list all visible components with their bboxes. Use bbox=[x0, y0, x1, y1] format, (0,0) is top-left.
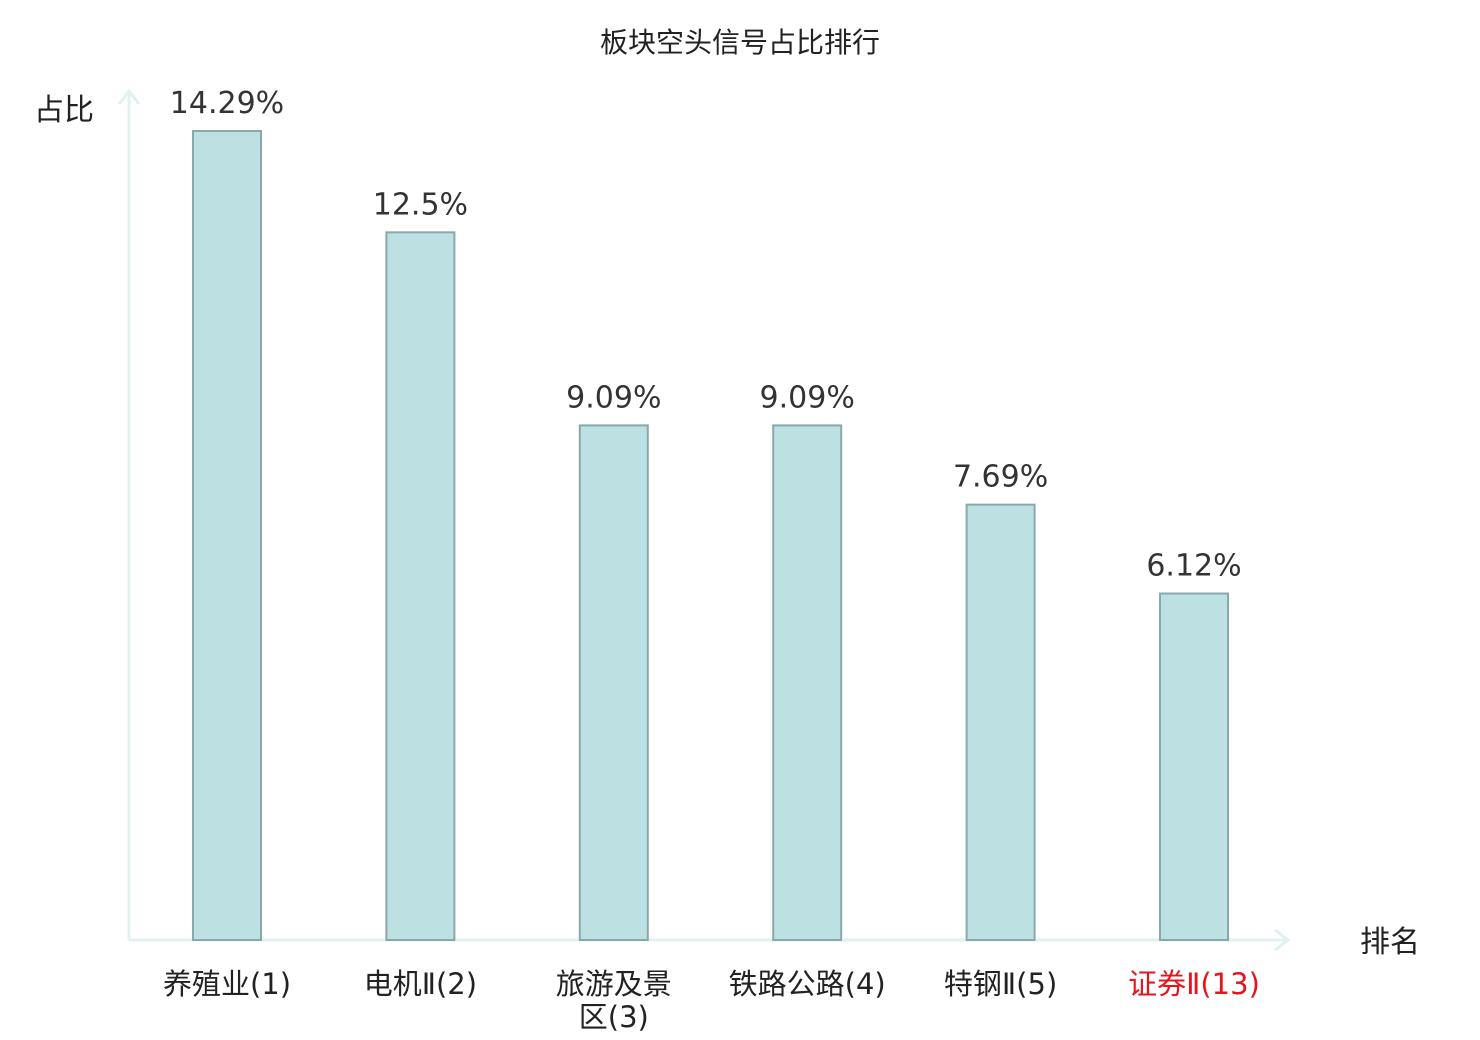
y-axis-title: 占比 bbox=[34, 93, 94, 128]
x-tick-label-line: 养殖业(1) bbox=[163, 967, 291, 1001]
x-tick-label: 铁路公路(4) bbox=[729, 967, 886, 1001]
x-tick-label-line: 铁路公路(4) bbox=[729, 967, 886, 1001]
bars bbox=[192, 130, 1229, 942]
bar bbox=[192, 130, 262, 941]
axes bbox=[117, 88, 1291, 952]
x-tick-label-line: 区(3) bbox=[579, 1000, 649, 1034]
x-tick-label-line: 证券Ⅱ(13) bbox=[1128, 967, 1260, 1001]
data-label: 9.09% bbox=[566, 380, 661, 415]
bar bbox=[1159, 592, 1229, 941]
data-label: 6.12% bbox=[1146, 549, 1241, 584]
bar bbox=[578, 424, 649, 941]
x-axis-title: 排名 bbox=[1360, 925, 1420, 960]
x-tick-label: 养殖业(1) bbox=[163, 967, 291, 1001]
data-label: 7.69% bbox=[953, 460, 1048, 495]
x-tick-label: 特钢Ⅱ(5) bbox=[944, 967, 1057, 1001]
y-axis-arrow bbox=[117, 88, 141, 105]
bar bbox=[385, 231, 456, 942]
data-label: 14.29% bbox=[170, 86, 284, 121]
x-axis-arrow bbox=[1274, 928, 1291, 952]
data-label: 9.09% bbox=[760, 380, 855, 415]
data-label: 12.5% bbox=[373, 187, 468, 222]
chart-title: 板块空头信号占比排行 bbox=[600, 26, 880, 59]
x-tick-label-line: 特钢Ⅱ(5) bbox=[944, 967, 1057, 1001]
x-tick-label: 电机Ⅱ(2) bbox=[364, 967, 477, 1001]
x-tick-label: 旅游及景区(3) bbox=[556, 967, 672, 1034]
category-labels: 养殖业(1) 电机Ⅱ(2) 旅游及景区(3) 铁路公路(4) 特钢Ⅱ(5) 证券Ⅱ(13) bbox=[163, 967, 1260, 1034]
x-tick-label-line: 电机Ⅱ(2) bbox=[364, 967, 477, 1001]
value-labels: 14.29% 12.5% 9.09% 9.09% 7.69% 6.12% bbox=[170, 86, 1242, 584]
bar bbox=[772, 424, 843, 941]
x-tick-label: 证券Ⅱ(13) bbox=[1128, 967, 1260, 1001]
x-tick-label-line: 旅游及景 bbox=[556, 967, 672, 1001]
bar bbox=[965, 503, 1036, 941]
